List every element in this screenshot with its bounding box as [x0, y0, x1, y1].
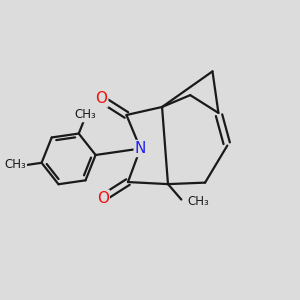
Text: CH₃: CH₃ [4, 158, 26, 171]
Text: O: O [95, 92, 107, 106]
Text: N: N [135, 141, 146, 156]
Text: CH₃: CH₃ [187, 195, 209, 208]
Text: O: O [97, 190, 109, 206]
Text: CH₃: CH₃ [74, 108, 96, 121]
